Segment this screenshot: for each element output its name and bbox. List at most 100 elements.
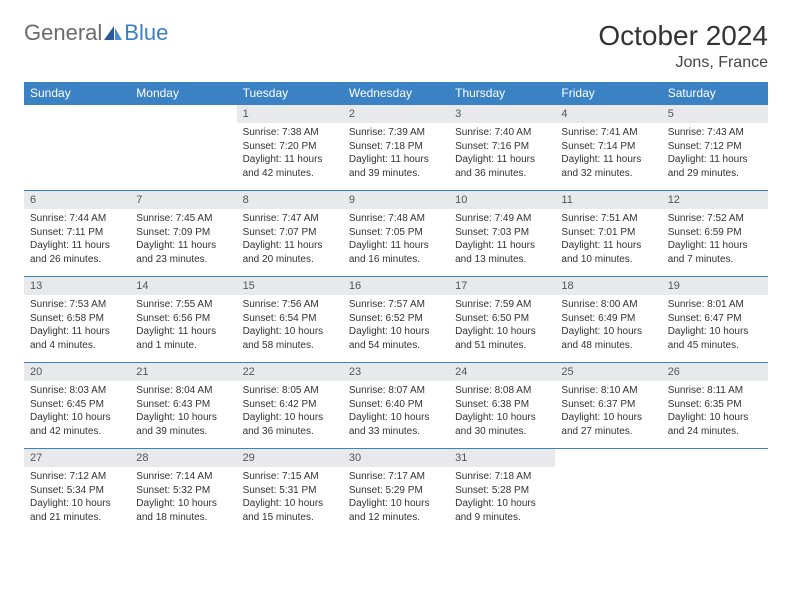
day-details: Sunrise: 7:14 AMSunset: 5:32 PMDaylight:… [130,467,236,524]
calendar-cell: 27Sunrise: 7:12 AMSunset: 5:34 PMDayligh… [24,449,130,535]
day-details: Sunrise: 8:11 AMSunset: 6:35 PMDaylight:… [662,381,768,438]
day-details: Sunrise: 7:40 AMSunset: 7:16 PMDaylight:… [449,123,555,180]
weekday-header: Wednesday [343,82,449,105]
day-details: Sunrise: 7:12 AMSunset: 5:34 PMDaylight:… [24,467,130,524]
day-details: Sunrise: 7:15 AMSunset: 5:31 PMDaylight:… [237,467,343,524]
calendar-cell: 24Sunrise: 8:08 AMSunset: 6:38 PMDayligh… [449,363,555,449]
day-number: 25 [555,363,661,381]
calendar-cell: 22Sunrise: 8:05 AMSunset: 6:42 PMDayligh… [237,363,343,449]
calendar-row: 13Sunrise: 7:53 AMSunset: 6:58 PMDayligh… [24,277,768,363]
day-details: Sunrise: 8:07 AMSunset: 6:40 PMDaylight:… [343,381,449,438]
calendar-cell: 19Sunrise: 8:01 AMSunset: 6:47 PMDayligh… [662,277,768,363]
day-details: Sunrise: 7:55 AMSunset: 6:56 PMDaylight:… [130,295,236,352]
day-details: Sunrise: 7:59 AMSunset: 6:50 PMDaylight:… [449,295,555,352]
day-number: 1 [237,105,343,123]
location-label: Jons, France [598,54,768,72]
day-details: Sunrise: 7:49 AMSunset: 7:03 PMDaylight:… [449,209,555,266]
day-number: 23 [343,363,449,381]
day-number: 7 [130,191,236,209]
day-number: 20 [24,363,130,381]
calendar-cell [662,449,768,535]
day-number: 27 [24,449,130,467]
weekday-header: Tuesday [237,82,343,105]
calendar-row: 1Sunrise: 7:38 AMSunset: 7:20 PMDaylight… [24,105,768,191]
day-number: 3 [449,105,555,123]
weekday-header: Sunday [24,82,130,105]
calendar-cell: 3Sunrise: 7:40 AMSunset: 7:16 PMDaylight… [449,105,555,191]
day-number: 28 [130,449,236,467]
weekday-header: Friday [555,82,661,105]
weekday-header: Saturday [662,82,768,105]
day-number: 26 [662,363,768,381]
calendar-cell [130,105,236,191]
day-number: 31 [449,449,555,467]
day-details: Sunrise: 7:38 AMSunset: 7:20 PMDaylight:… [237,123,343,180]
day-details: Sunrise: 7:51 AMSunset: 7:01 PMDaylight:… [555,209,661,266]
day-number: 12 [662,191,768,209]
day-number: 19 [662,277,768,295]
day-details: Sunrise: 7:48 AMSunset: 7:05 PMDaylight:… [343,209,449,266]
day-details: Sunrise: 8:00 AMSunset: 6:49 PMDaylight:… [555,295,661,352]
weekday-header: Thursday [449,82,555,105]
day-number: 6 [24,191,130,209]
logo: General Blue [24,20,168,46]
calendar-cell: 8Sunrise: 7:47 AMSunset: 7:07 PMDaylight… [237,191,343,277]
day-number: 2 [343,105,449,123]
weekday-header: Monday [130,82,236,105]
calendar-cell: 29Sunrise: 7:15 AMSunset: 5:31 PMDayligh… [237,449,343,535]
calendar-cell: 11Sunrise: 7:51 AMSunset: 7:01 PMDayligh… [555,191,661,277]
day-number: 5 [662,105,768,123]
day-number: 24 [449,363,555,381]
day-number: 9 [343,191,449,209]
day-details: Sunrise: 7:56 AMSunset: 6:54 PMDaylight:… [237,295,343,352]
day-number: 17 [449,277,555,295]
day-details: Sunrise: 7:47 AMSunset: 7:07 PMDaylight:… [237,209,343,266]
calendar-cell: 2Sunrise: 7:39 AMSunset: 7:18 PMDaylight… [343,105,449,191]
calendar-cell: 31Sunrise: 7:18 AMSunset: 5:28 PMDayligh… [449,449,555,535]
day-details: Sunrise: 8:08 AMSunset: 6:38 PMDaylight:… [449,381,555,438]
calendar-cell: 21Sunrise: 8:04 AMSunset: 6:43 PMDayligh… [130,363,236,449]
calendar-cell: 12Sunrise: 7:52 AMSunset: 6:59 PMDayligh… [662,191,768,277]
weekday-header-row: Sunday Monday Tuesday Wednesday Thursday… [24,82,768,105]
calendar-cell: 26Sunrise: 8:11 AMSunset: 6:35 PMDayligh… [662,363,768,449]
calendar-cell: 13Sunrise: 7:53 AMSunset: 6:58 PMDayligh… [24,277,130,363]
calendar-cell: 14Sunrise: 7:55 AMSunset: 6:56 PMDayligh… [130,277,236,363]
day-number: 29 [237,449,343,467]
calendar-row: 27Sunrise: 7:12 AMSunset: 5:34 PMDayligh… [24,449,768,535]
calendar-cell: 6Sunrise: 7:44 AMSunset: 7:11 PMDaylight… [24,191,130,277]
calendar-cell [24,105,130,191]
day-details: Sunrise: 7:53 AMSunset: 6:58 PMDaylight:… [24,295,130,352]
day-number: 10 [449,191,555,209]
day-number: 13 [24,277,130,295]
day-details: Sunrise: 7:52 AMSunset: 6:59 PMDaylight:… [662,209,768,266]
logo-sail-icon [104,26,122,40]
day-details: Sunrise: 8:01 AMSunset: 6:47 PMDaylight:… [662,295,768,352]
calendar-cell: 7Sunrise: 7:45 AMSunset: 7:09 PMDaylight… [130,191,236,277]
calendar-cell: 10Sunrise: 7:49 AMSunset: 7:03 PMDayligh… [449,191,555,277]
day-details: Sunrise: 7:44 AMSunset: 7:11 PMDaylight:… [24,209,130,266]
day-number: 16 [343,277,449,295]
day-number: 21 [130,363,236,381]
day-number: 8 [237,191,343,209]
calendar-table: Sunday Monday Tuesday Wednesday Thursday… [24,82,768,535]
calendar-cell: 4Sunrise: 7:41 AMSunset: 7:14 PMDaylight… [555,105,661,191]
calendar-row: 6Sunrise: 7:44 AMSunset: 7:11 PMDaylight… [24,191,768,277]
calendar-cell: 15Sunrise: 7:56 AMSunset: 6:54 PMDayligh… [237,277,343,363]
day-details: Sunrise: 7:39 AMSunset: 7:18 PMDaylight:… [343,123,449,180]
calendar-cell: 1Sunrise: 7:38 AMSunset: 7:20 PMDaylight… [237,105,343,191]
calendar-cell: 23Sunrise: 8:07 AMSunset: 6:40 PMDayligh… [343,363,449,449]
day-number: 14 [130,277,236,295]
calendar-cell: 16Sunrise: 7:57 AMSunset: 6:52 PMDayligh… [343,277,449,363]
day-details: Sunrise: 7:41 AMSunset: 7:14 PMDaylight:… [555,123,661,180]
calendar-cell: 18Sunrise: 8:00 AMSunset: 6:49 PMDayligh… [555,277,661,363]
month-title: October 2024 [598,20,768,52]
day-number: 30 [343,449,449,467]
calendar-cell: 30Sunrise: 7:17 AMSunset: 5:29 PMDayligh… [343,449,449,535]
calendar-cell: 9Sunrise: 7:48 AMSunset: 7:05 PMDaylight… [343,191,449,277]
day-details: Sunrise: 7:43 AMSunset: 7:12 PMDaylight:… [662,123,768,180]
day-number: 11 [555,191,661,209]
calendar-row: 20Sunrise: 8:03 AMSunset: 6:45 PMDayligh… [24,363,768,449]
day-details: Sunrise: 8:05 AMSunset: 6:42 PMDaylight:… [237,381,343,438]
title-block: October 2024 Jons, France [598,20,768,72]
day-number: 15 [237,277,343,295]
